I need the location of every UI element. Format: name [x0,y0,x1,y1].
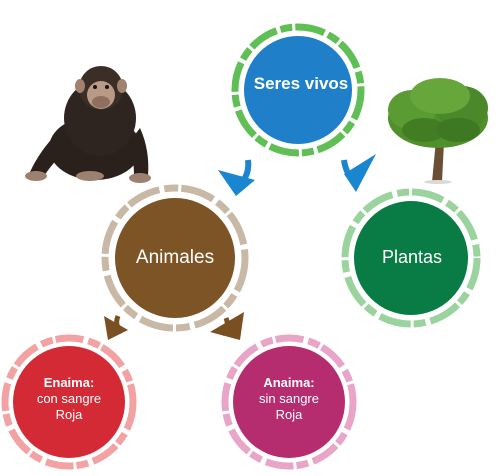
anaima-line1: sin sangre [259,391,319,406]
node-animales [101,184,249,332]
node-enaima [1,334,137,470]
arrow-to-plantas [341,154,376,192]
anaima-title: Anaima: [263,375,315,390]
enaima-line1: con sangre [36,391,102,406]
animales-label: Animales [135,247,215,268]
enaima-line2: Roja [55,407,83,422]
plantas-label: Plantas [381,247,443,267]
tree-image [388,78,488,184]
chimpanzee-image [25,66,151,183]
arrow-to-animales [218,159,255,196]
arrow-to-enaima [104,315,128,340]
node-seres-vivos [231,23,365,157]
arrow-to-anaima [210,312,244,340]
node-anaima [221,334,357,470]
anaima-label: Anaima: sin sangre Roja [240,375,338,423]
seres-vivos-label: Seres vivos [253,74,349,93]
node-plantas [341,188,481,328]
enaima-label: Enaima: con sangre Roja [20,375,118,423]
enaima-title: Enaima: [43,375,95,390]
anaima-line2: Roja [275,407,303,422]
